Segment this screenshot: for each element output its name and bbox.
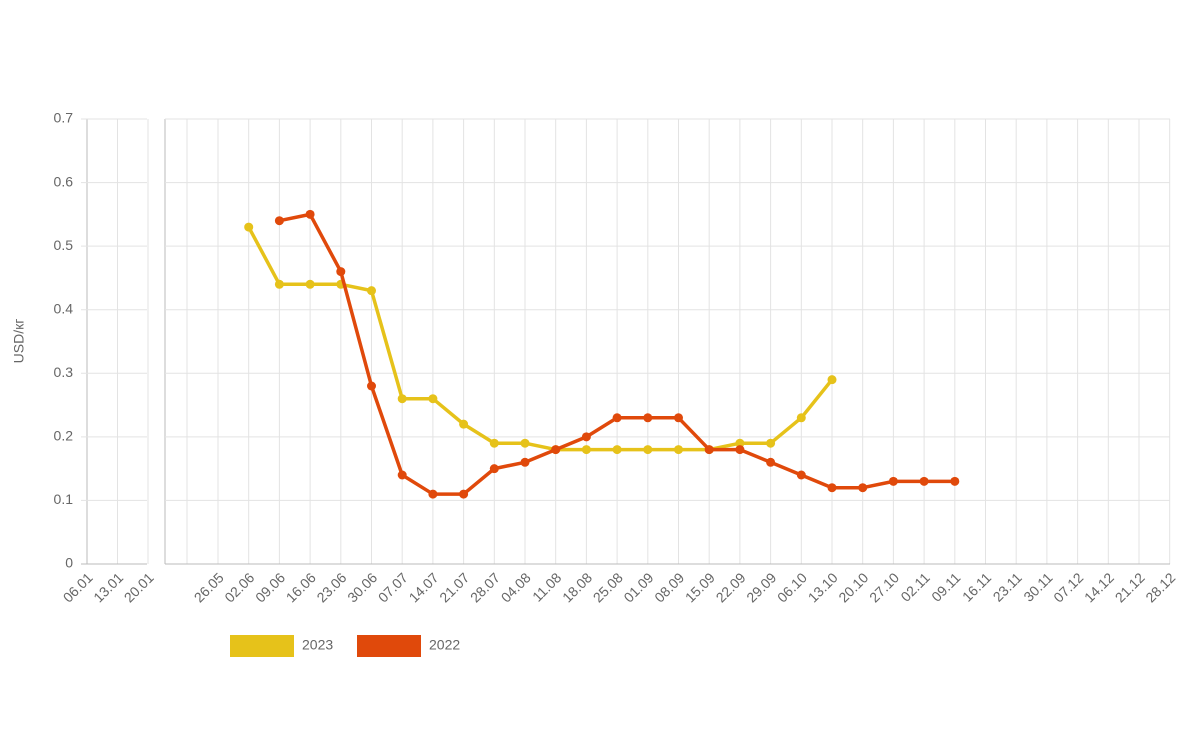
x-tick-label: 22.09 [713, 569, 749, 605]
data-point [674, 413, 683, 423]
data-point [950, 476, 960, 486]
x-tick-label: 09.11 [928, 569, 964, 605]
data-point [581, 432, 591, 442]
x-tick-label: 08.09 [651, 569, 687, 605]
y-tick-label: 0.7 [54, 110, 74, 126]
data-point [551, 445, 561, 455]
y-tick-label: 0.3 [54, 364, 74, 380]
x-tick-label: 06.01 [60, 569, 96, 605]
data-point [612, 413, 622, 423]
x-tick-label: 16.11 [959, 569, 995, 605]
x-tick-label: 11.08 [529, 569, 565, 605]
data-point [397, 470, 407, 480]
x-tick-label: 09.06 [252, 569, 288, 605]
data-point [766, 438, 776, 448]
data-point [459, 489, 469, 499]
data-point [766, 457, 776, 467]
x-tick-label: 06.10 [774, 569, 810, 605]
data-point [520, 438, 530, 448]
data-point [796, 470, 806, 480]
data-point [674, 445, 683, 455]
x-tick-label: 23.06 [313, 569, 349, 605]
data-point [489, 438, 499, 448]
data-point [489, 464, 499, 474]
x-tick-label: 14.12 [1081, 569, 1117, 605]
data-point [428, 489, 438, 499]
x-tick-label: 14.07 [406, 569, 442, 605]
x-tick-label: 18.08 [559, 569, 595, 605]
data-point [428, 394, 438, 404]
x-tick-label: 13.01 [90, 569, 126, 605]
x-tick-label: 30.11 [1020, 569, 1056, 605]
legend-label: 2023 [302, 637, 333, 653]
x-tick-label: 21.12 [1112, 569, 1148, 605]
data-point [397, 394, 407, 404]
data-point [367, 286, 376, 296]
x-tick-label: 27.10 [866, 569, 902, 605]
legend-label: 2022 [429, 637, 460, 653]
data-point [581, 445, 591, 455]
x-tick-label: 25.08 [590, 569, 626, 605]
data-point [367, 381, 376, 391]
data-point [336, 267, 346, 277]
data-point [643, 413, 653, 423]
data-point [305, 209, 315, 219]
data-point [305, 279, 315, 289]
x-tick-label: 13.10 [805, 569, 841, 605]
data-point [704, 445, 714, 455]
x-tick-label: 02.11 [897, 569, 933, 605]
y-axis-label: USD/кг [11, 319, 27, 364]
x-tick-label: 02.06 [221, 569, 257, 605]
legend-swatch [357, 635, 421, 657]
data-point [796, 413, 806, 423]
x-tick-label: 01.09 [620, 569, 656, 605]
data-point [735, 438, 745, 448]
data-point [244, 222, 254, 232]
x-tick-label: 20.10 [835, 569, 871, 605]
data-point [827, 375, 837, 385]
x-tick-label: 07.07 [375, 569, 411, 605]
data-point [520, 457, 530, 467]
x-tick-label: 04.08 [498, 569, 534, 605]
x-tick-label: 07.12 [1050, 569, 1086, 605]
x-tick-label: 29.09 [743, 569, 779, 605]
y-tick-label: 0.5 [54, 237, 74, 253]
x-tick-label: 26.05 [191, 569, 227, 605]
data-point [735, 445, 745, 455]
data-point [643, 445, 653, 455]
x-tick-label: 15.09 [682, 569, 718, 605]
y-tick-label: 0.6 [54, 173, 74, 189]
x-tick-label: 21.07 [436, 569, 472, 605]
x-tick-label: 16.06 [283, 569, 319, 605]
legend-swatch [230, 635, 294, 657]
x-tick-label: 23.11 [990, 569, 1026, 605]
data-point [888, 476, 898, 486]
x-tick-label: 20.01 [121, 569, 157, 605]
data-point [612, 445, 622, 455]
data-point [274, 216, 284, 226]
x-tick-label: 28.07 [467, 569, 503, 605]
y-tick-label: 0.2 [54, 428, 74, 444]
data-point [858, 483, 868, 493]
x-tick-label: 28.12 [1142, 569, 1178, 605]
y-tick-label: 0 [65, 555, 73, 571]
data-point [827, 483, 837, 493]
x-tick-label: 30.06 [344, 569, 380, 605]
data-point [274, 279, 284, 289]
data-point [459, 419, 469, 429]
y-tick-label: 0.1 [54, 491, 74, 507]
y-tick-label: 0.4 [54, 300, 74, 316]
data-point [919, 476, 929, 486]
